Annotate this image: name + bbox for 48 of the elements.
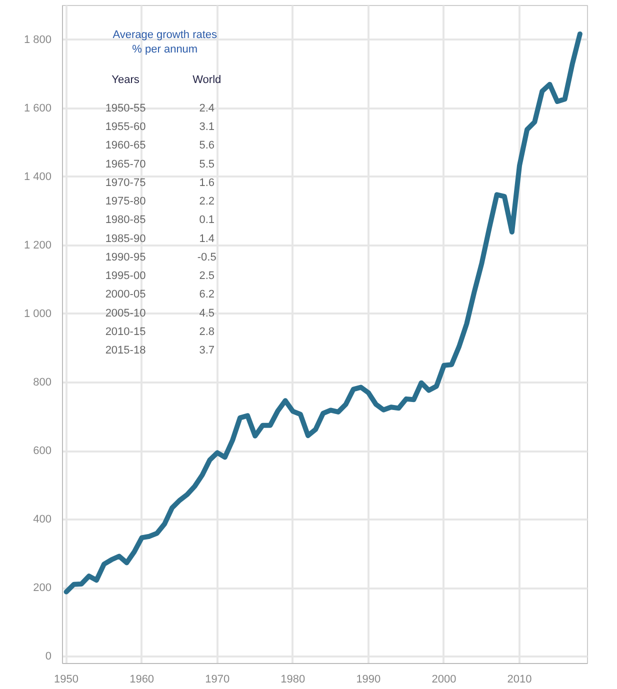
x-tick-label: 1980 [280,674,306,686]
y-tick-label: 1 200 [24,239,52,252]
x-tick-label: 1960 [130,674,154,686]
annotation: 2.5 [199,270,215,282]
annotation: 1995-00 [105,270,146,282]
annotation: 6.2 [199,288,215,301]
annotation: 2015-18 [105,344,146,357]
annotation: 0.1 [199,214,215,226]
annotation: World [192,74,222,86]
x-tick-label: 2010 [507,674,532,686]
annotation: 2.4 [199,102,215,114]
annotation: 2000-05 [105,288,146,301]
annotation: Average growth rates % per annum [112,29,218,56]
y-tick-label: 400 [33,514,52,526]
annotation: 1980-85 [105,214,146,226]
x-tick-label: 1950 [54,674,79,686]
annotation: 2.8 [199,326,215,338]
annotation: 5.5 [199,158,215,170]
y-tick-label: 1 800 [24,34,52,46]
x-tick-label: 1990 [356,674,381,686]
annotation: 1975-80 [105,196,146,208]
annotation: 2.2 [199,196,215,208]
annotation: 5.6 [199,140,215,152]
annotation: 3.1 [199,121,215,134]
x-tick-label: 1970 [205,674,230,686]
y-tick-label: 1 600 [24,102,52,114]
annotation: 1.4 [199,232,215,245]
y-tick-label: 600 [33,445,52,458]
y-tick-label: 1 000 [24,308,52,320]
annotation: 2010-15 [105,326,146,338]
annotation: 1990-95 [105,251,146,264]
annotation: 1950-55 [105,102,146,114]
annotation: -0.5 [197,251,216,264]
y-tick-label: 200 [33,582,52,594]
annotation: 1985-90 [105,232,146,245]
annotation: Years [112,74,140,86]
annotation: 1960-65 [105,140,146,152]
annotation: 1955-60 [105,121,146,134]
annotation: 2005-10 [105,307,146,320]
annotation: 1.6 [199,176,215,189]
x-tick-label: 2000 [432,674,456,686]
annotation: 4.5 [199,307,215,320]
annotation: 1965-70 [105,158,146,170]
annotation: 3.7 [199,344,215,357]
y-tick-label: 1 400 [24,170,52,183]
y-tick-label: 800 [33,376,52,388]
annotation: 1970-75 [105,176,146,189]
y-tick-label: 0 [45,650,52,663]
